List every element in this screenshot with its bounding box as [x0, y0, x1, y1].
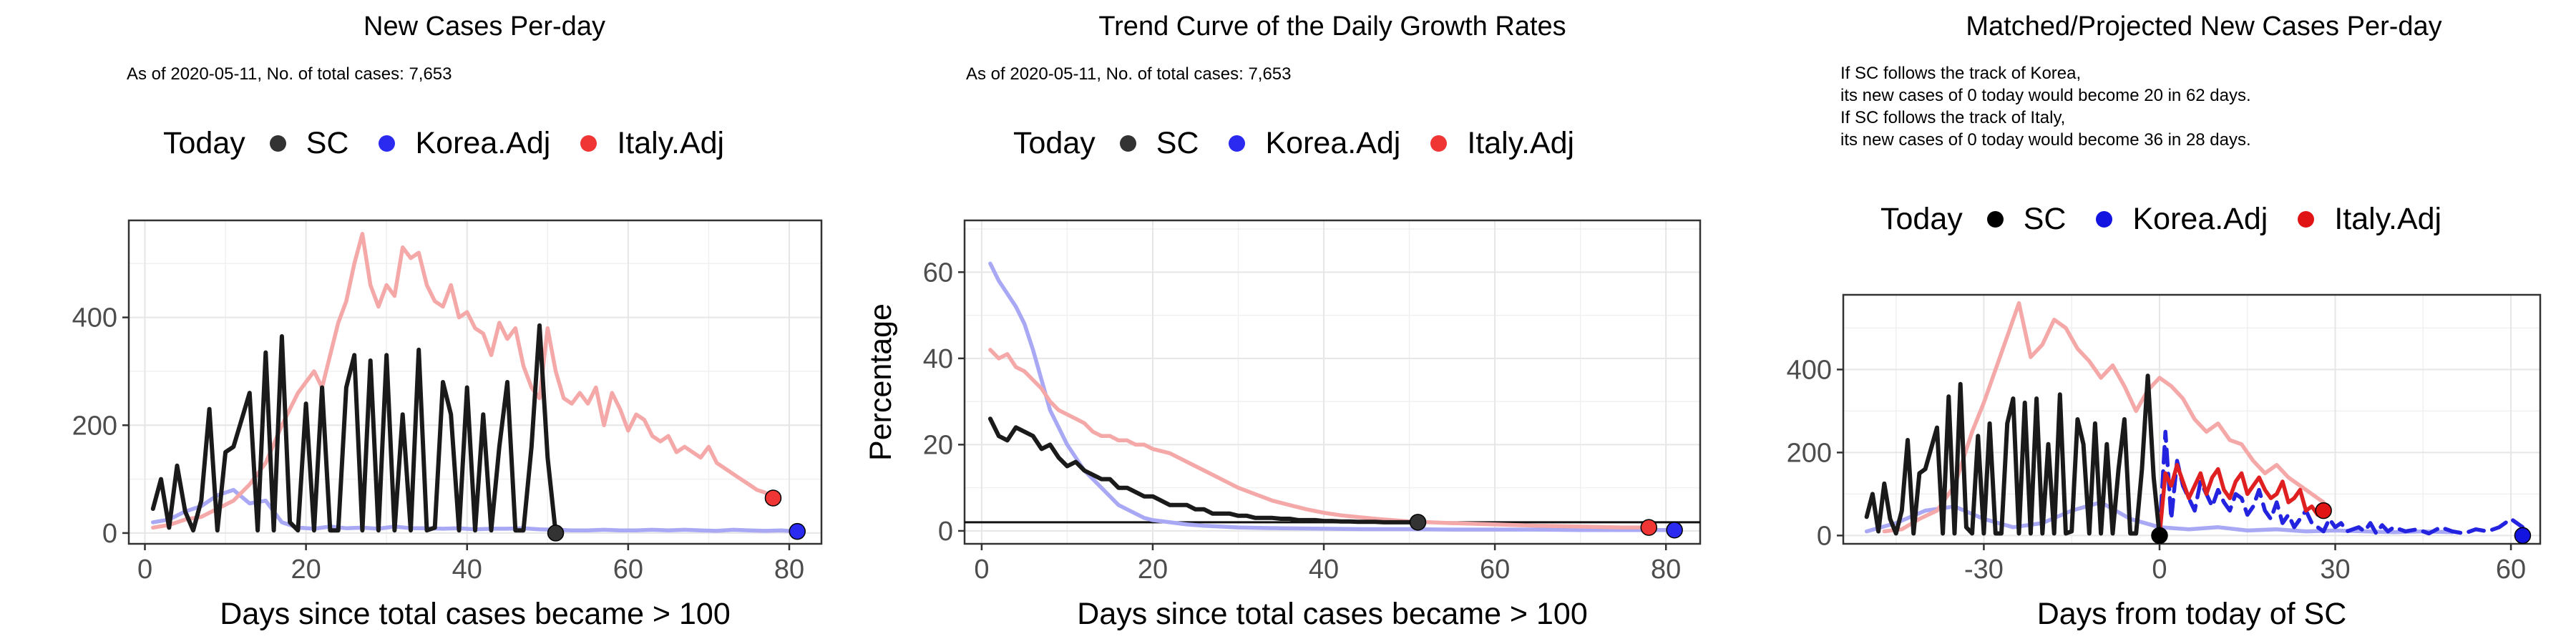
series-line-sc — [1864, 374, 2162, 538]
y-tick-label: 40 — [923, 344, 953, 374]
y-tick-label: 20 — [923, 430, 953, 460]
legend-italy-dot — [1430, 135, 1448, 152]
x-axis-title: Days since total cases became > 100 — [1077, 597, 1587, 631]
legend: Today SC Korea.Adj Italy.Adj — [163, 126, 754, 161]
plot-frame — [127, 219, 823, 545]
legend-title: Today — [1013, 126, 1096, 160]
today-point-korea-adj — [789, 522, 806, 540]
legend-italy-dot — [2298, 211, 2315, 228]
plot-frame — [1842, 293, 2542, 545]
legend-korea-label: Korea.Adj — [2132, 202, 2268, 236]
legend-korea-label: Korea.Adj — [1265, 126, 1401, 160]
x-tick-label: 0 — [137, 555, 152, 585]
series-line-italy-adj-projected — [2157, 463, 2326, 538]
legend-korea-label: Korea.Adj — [415, 126, 551, 160]
legend: Today SC Korea.Adj Italy.Adj — [1880, 202, 2472, 237]
today-point-korea-adj — [1666, 521, 1683, 539]
y-tick-label: 400 — [72, 303, 117, 333]
x-tick-label: 0 — [2152, 555, 2167, 585]
legend-korea-dot — [379, 135, 396, 152]
legend-korea-dot — [1229, 135, 1246, 152]
series-line-korea-adj-projected — [2157, 429, 2525, 538]
legend-italy-dot — [580, 135, 597, 152]
legend-sc-dot — [1119, 135, 1136, 152]
today-point-korea-adj — [2514, 527, 2532, 545]
y-tick-label: 200 — [72, 411, 117, 441]
x-tick-label: 40 — [452, 555, 482, 585]
x-tick-label: 60 — [2496, 555, 2526, 585]
legend-title: Today — [163, 126, 245, 160]
series-line-italy-adj — [988, 348, 1652, 530]
x-tick-label: 30 — [2320, 555, 2350, 585]
series-line-italy-adj-past — [1882, 301, 2326, 534]
y-tick-label: 400 — [1787, 355, 1832, 385]
chart-growth-rates: 0 20 40 60 80 0 20 40 60 Days since total cases b… — [864, 219, 1702, 631]
chart-subtitle-2: its new cases of 0 today would become 20… — [1840, 86, 2251, 105]
plot-frame — [963, 219, 1702, 545]
chart-title: Trend Curve of the Daily Growth Rates — [1098, 11, 1566, 42]
x-tick-label: 40 — [1309, 555, 1339, 585]
legend: Today SC Korea.Adj Italy.Adj — [1013, 126, 1604, 161]
legend-sc-label: SC — [2023, 202, 2067, 236]
y-tick-label: 0 — [938, 517, 953, 547]
panel-new-cases: New Cases Per-day As of 2020-05-11, No. … — [0, 0, 859, 644]
today-point-sc — [1409, 514, 1427, 531]
x-tick-label: 60 — [1480, 555, 1510, 585]
chart-subtitle: As of 2020-05-11, No. of total cases: 7,… — [966, 64, 1292, 84]
chart-new-cases: 0 20 40 60 80 0 200 400 Days since total cases b… — [72, 219, 823, 631]
chart-title: Matched/Projected New Cases Per-day — [1966, 11, 2442, 42]
today-point-italy-adj — [1640, 519, 1658, 536]
legend-sc-label: SC — [1156, 126, 1199, 160]
x-tick-label: -30 — [1964, 555, 2004, 585]
y-tick-label: 60 — [923, 258, 953, 288]
series-line-korea-adj — [988, 261, 1677, 532]
x-tick-label: 0 — [974, 555, 989, 585]
x-tick-label: 20 — [291, 555, 321, 585]
x-tick-label: 80 — [774, 555, 804, 585]
x-axis-title: Days from today of SC — [2037, 597, 2347, 631]
legend-sc-dot — [269, 135, 286, 152]
chart-title: New Cases Per-day — [364, 11, 605, 42]
chart-subtitle-4: its new cases of 0 today would become 36… — [1840, 130, 2251, 150]
x-axis-title: Days since total cases became > 100 — [220, 597, 730, 631]
y-axis-title: Percentage — [864, 303, 898, 461]
chart-subtitle-3: If SC follows the track of Italy, — [1840, 108, 2066, 127]
y-tick-label: 0 — [1817, 521, 1832, 551]
today-point-sc — [2151, 527, 2168, 545]
chart-subtitle: As of 2020-05-11, No. of total cases: 7,… — [127, 64, 452, 84]
legend-sc-label: SC — [306, 126, 349, 160]
legend-italy-label: Italy.Adj — [2334, 202, 2442, 236]
legend-sc-dot — [1986, 211, 2004, 228]
panel-projected: Matched/Projected New Cases Per-day If S… — [1717, 0, 2576, 644]
legend-italy-label: Italy.Adj — [1467, 126, 1575, 160]
today-point-italy-adj — [2315, 502, 2332, 519]
y-tick-label: 200 — [1787, 438, 1832, 468]
legend-korea-dot — [2096, 211, 2113, 228]
legend-italy-label: Italy.Adj — [617, 126, 725, 160]
x-tick-label: 80 — [1651, 555, 1681, 585]
x-tick-label: 20 — [1138, 555, 1168, 585]
y-tick-label: 0 — [102, 519, 117, 549]
panel-growth-rates: Trend Curve of the Daily Growth Rates As… — [859, 0, 1717, 644]
series-line-sc — [150, 323, 558, 535]
today-point-sc — [547, 525, 565, 542]
x-tick-label: 60 — [613, 555, 643, 585]
chart-subtitle-1: If SC follows the track of Korea, — [1840, 64, 2082, 83]
series-line-sc — [987, 416, 1420, 525]
today-point-italy-adj — [764, 489, 782, 507]
series-line-italy-adj — [151, 232, 776, 530]
legend-title: Today — [1880, 202, 1963, 236]
chart-projected: -30 0 30 60 0 200 400 Days from today of SC — [1787, 293, 2542, 631]
